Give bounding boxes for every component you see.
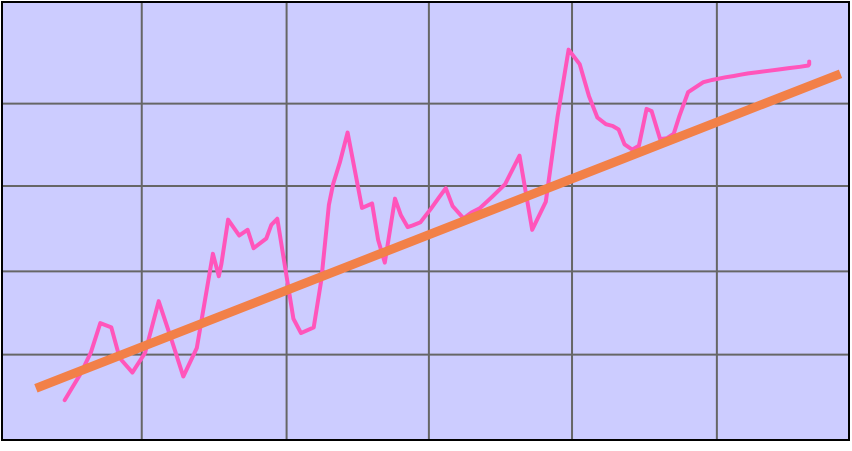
series-line-trend — [34, 69, 843, 393]
series-layer — [34, 47, 843, 403]
plot-background — [2, 2, 849, 440]
plot-border — [1, 1, 850, 441]
series-line-noisy — [62, 47, 812, 403]
